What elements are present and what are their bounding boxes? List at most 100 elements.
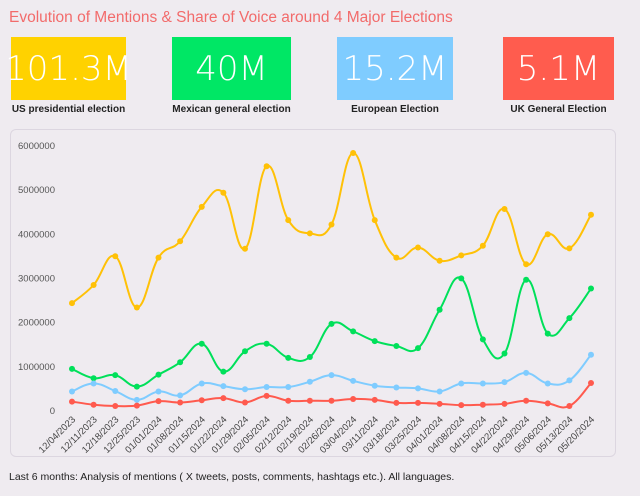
data-point: [220, 189, 227, 196]
data-point: [523, 369, 530, 376]
data-point: [415, 399, 421, 406]
data-point: [177, 359, 184, 366]
data-point: [133, 402, 140, 409]
kpi-label-uk: UK General Election: [510, 104, 607, 115]
kpi-europe: 15.2M: [337, 37, 453, 100]
data-point: [133, 396, 140, 403]
data-point: [458, 380, 465, 387]
data-point: [263, 392, 270, 399]
data-point: [588, 351, 594, 358]
y-tick-label: 5000000: [18, 185, 55, 196]
data-point: [220, 368, 227, 375]
data-point: [69, 398, 75, 405]
data-point: [306, 230, 313, 237]
data-point: [155, 398, 162, 405]
data-point: [393, 399, 400, 406]
data-point: [544, 400, 551, 407]
data-point: [177, 238, 184, 245]
data-point: [285, 217, 292, 224]
data-point: [198, 397, 205, 404]
data-point: [350, 328, 357, 335]
data-point: [133, 304, 140, 311]
data-point: [112, 372, 119, 379]
data-point: [328, 372, 335, 379]
data-point: [371, 338, 378, 345]
data-point: [285, 397, 292, 404]
data-point: [177, 399, 184, 406]
data-point: [523, 261, 530, 268]
line-chart: 0 1000000 2000000 3000000 4000000 5000000 6000…: [18, 141, 597, 456]
data-point: [263, 163, 270, 170]
data-point: [458, 402, 465, 409]
data-point: [566, 245, 573, 252]
kpi-label-us: US presidential election: [11, 104, 126, 115]
data-point: [544, 330, 551, 337]
data-point: [306, 378, 313, 385]
data-point: [566, 315, 573, 322]
data-point: [112, 403, 119, 410]
data-point: [544, 231, 551, 238]
data-point: [371, 217, 378, 224]
data-point: [588, 211, 594, 218]
data-point: [415, 385, 421, 392]
data-point: [112, 253, 119, 260]
data-point: [155, 254, 162, 261]
data-point: [393, 384, 400, 391]
y-tick-label: 0: [50, 406, 55, 417]
data-point: [371, 396, 378, 403]
data-point: [544, 380, 551, 387]
y-tick-label: 6000000: [18, 141, 55, 152]
data-point: [69, 300, 75, 307]
series-line-0: [71, 151, 592, 309]
data-point: [566, 403, 573, 410]
data-point: [90, 282, 97, 289]
data-point: [242, 386, 248, 393]
data-point: [328, 320, 335, 327]
data-point: [285, 384, 292, 391]
kpi-mexico: 40M: [172, 37, 291, 100]
data-point: [458, 252, 465, 259]
data-point: [588, 380, 594, 387]
footer-note: Last 6 months: Analysis of mentions ( X …: [9, 471, 455, 483]
data-point: [393, 342, 400, 349]
data-point: [90, 375, 97, 382]
data-point: [436, 257, 443, 264]
data-point: [350, 395, 357, 402]
data-point: [566, 377, 573, 384]
data-point: [69, 365, 75, 372]
data-point: [69, 388, 75, 395]
data-point: [328, 221, 335, 228]
data-point: [328, 397, 335, 404]
data-point: [220, 395, 227, 402]
data-point: [242, 399, 248, 406]
data-point: [155, 388, 162, 395]
data-point: [350, 377, 357, 384]
data-point: [242, 245, 248, 252]
data-point: [306, 354, 313, 360]
data-point: [112, 388, 119, 395]
y-tick-label: 3000000: [18, 274, 55, 285]
data-point: [350, 149, 357, 156]
y-tick-label: 4000000: [18, 229, 55, 240]
data-point: [436, 388, 443, 395]
y-tick-label: 2000000: [18, 318, 55, 329]
data-point: [155, 371, 162, 378]
data-point: [90, 401, 97, 408]
data-point: [501, 379, 508, 386]
data-point: [458, 275, 465, 282]
data-point: [177, 392, 184, 399]
kpi-label-europe: European Election: [351, 104, 439, 115]
kpi-label-mexico: Mexican general election: [172, 104, 291, 115]
series-line-1: [71, 276, 592, 388]
data-point: [479, 336, 486, 343]
data-point: [242, 348, 248, 355]
data-point: [371, 382, 378, 389]
data-point: [415, 345, 421, 352]
data-point: [263, 384, 270, 391]
data-point: [523, 276, 530, 283]
data-point: [393, 254, 400, 261]
data-point: [501, 400, 508, 407]
data-point: [198, 340, 205, 347]
data-point: [133, 383, 140, 390]
data-point: [436, 400, 443, 407]
